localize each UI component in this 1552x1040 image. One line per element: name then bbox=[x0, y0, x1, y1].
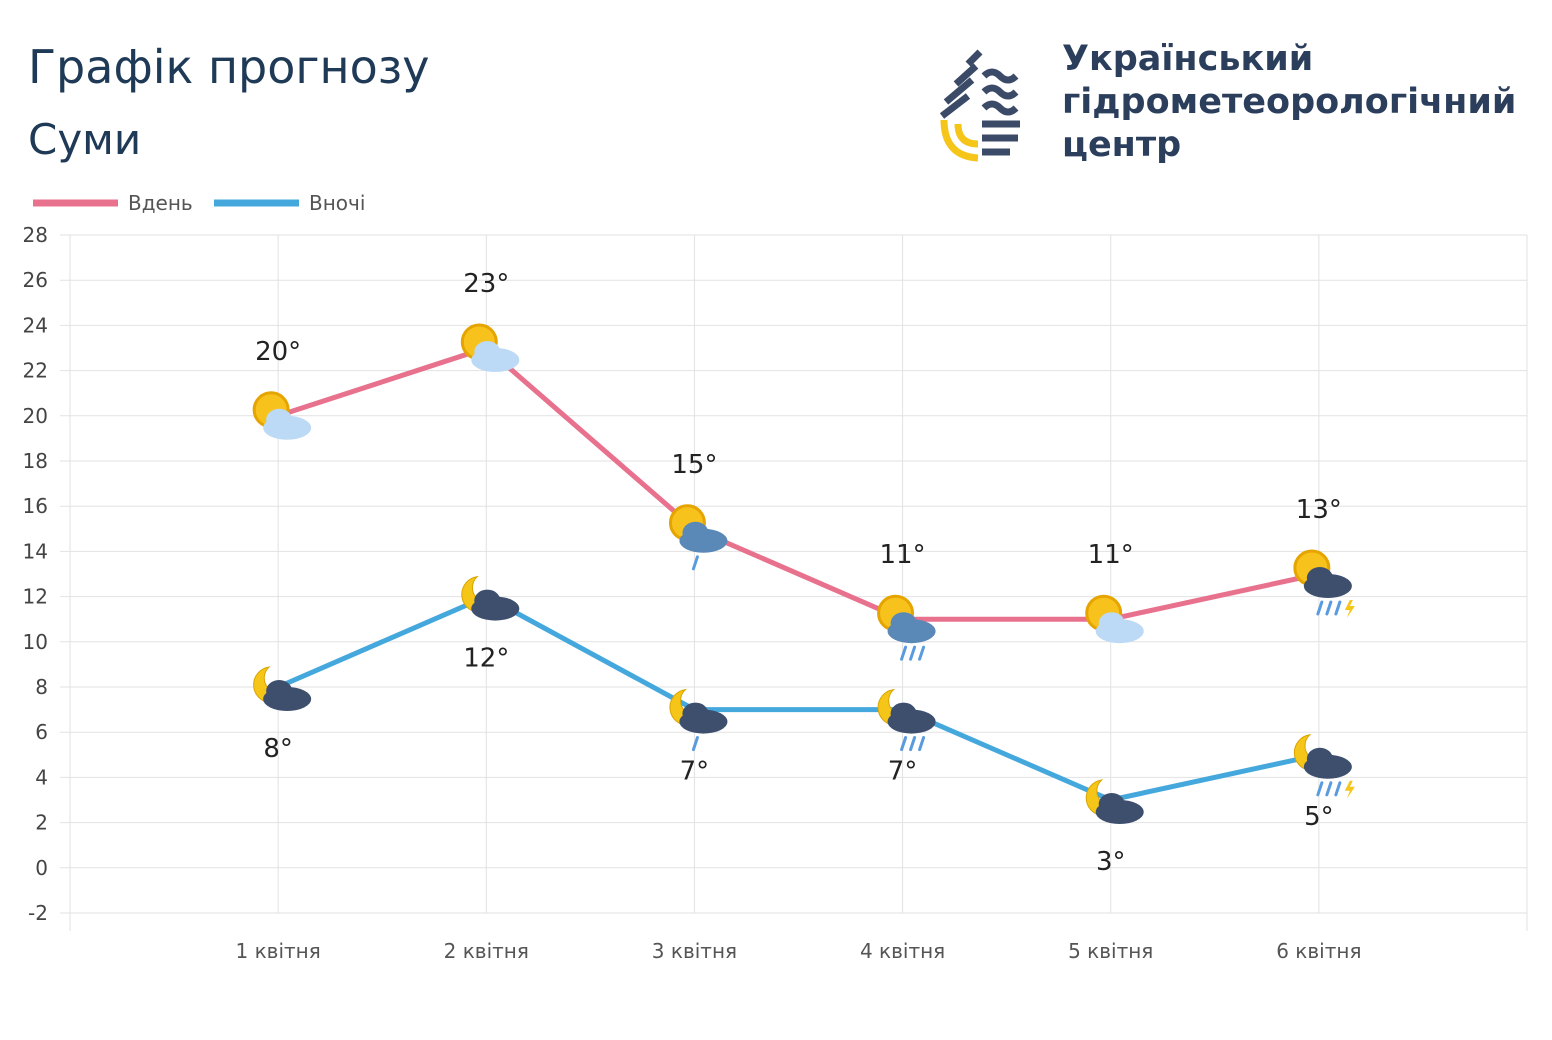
y-tick-label: 20 bbox=[23, 404, 48, 428]
data-label: 12° bbox=[463, 644, 509, 674]
night-temperature-line bbox=[277, 593, 1320, 803]
data-label: 11° bbox=[1088, 540, 1134, 570]
sun-cloud-light-rain-icon bbox=[668, 504, 728, 571]
y-tick-label: 8 bbox=[35, 675, 48, 699]
data-label: 23° bbox=[463, 269, 509, 299]
data-label: 11° bbox=[880, 540, 926, 570]
sun-cloud-icon bbox=[252, 391, 312, 440]
sun-cloud-icon bbox=[1085, 594, 1144, 644]
moon-cloud-icon bbox=[253, 666, 312, 711]
moon-storm-icon bbox=[1293, 734, 1355, 799]
y-tick-label: 14 bbox=[23, 539, 48, 563]
page-title: Графік прогнозу bbox=[28, 40, 430, 94]
city-name: Суми bbox=[28, 115, 142, 164]
x-tick-label: 5 квітня bbox=[1068, 939, 1153, 963]
y-tick-label: 6 bbox=[35, 720, 48, 744]
x-tick-label: 3 квітня bbox=[652, 939, 737, 963]
data-label: 5° bbox=[1304, 802, 1334, 832]
moon-cloud-icon bbox=[461, 575, 520, 621]
x-tick-label: 4 квітня bbox=[860, 939, 945, 963]
x-tick-label: 6 квітня bbox=[1276, 939, 1361, 963]
y-tick-label: -2 bbox=[28, 901, 48, 925]
sun-cloud-icon bbox=[460, 323, 520, 372]
data-label: 20° bbox=[255, 337, 301, 367]
data-label: 8° bbox=[263, 734, 293, 764]
moon-cloud-icon bbox=[1085, 779, 1144, 824]
org-line: центр bbox=[1062, 125, 1182, 165]
legend-label: Вдень bbox=[128, 191, 193, 215]
sun-cloud-rain-icon bbox=[877, 594, 936, 661]
y-tick-label: 26 bbox=[23, 268, 48, 292]
y-tick-label: 28 bbox=[23, 223, 48, 247]
data-label: 13° bbox=[1296, 495, 1342, 525]
y-tick-label: 4 bbox=[35, 765, 48, 789]
moon-cloud-light-rain-icon bbox=[669, 688, 728, 752]
legend-label: Вночі bbox=[309, 191, 365, 215]
sun-storm-icon bbox=[1293, 549, 1355, 618]
data-label: 7° bbox=[888, 757, 918, 787]
y-tick-label: 12 bbox=[23, 585, 48, 609]
day-temperature-line bbox=[277, 345, 1320, 622]
hydromet-logo-icon bbox=[939, 49, 1020, 162]
data-label: 15° bbox=[671, 450, 717, 480]
y-tick-label: 10 bbox=[23, 630, 48, 654]
org-line: гідрометеорологічний bbox=[1062, 82, 1517, 122]
legend: Вдень Вночі bbox=[33, 191, 365, 215]
y-tick-label: 2 bbox=[35, 811, 48, 835]
data-label: 3° bbox=[1096, 847, 1126, 877]
x-tick-label: 1 квітня bbox=[236, 939, 321, 963]
y-tick-label: 18 bbox=[23, 449, 48, 473]
data-label: 7° bbox=[680, 757, 710, 787]
moon-cloud-rain-icon bbox=[877, 688, 936, 752]
y-tick-label: 0 bbox=[35, 856, 48, 880]
y-tick-label: 16 bbox=[23, 494, 48, 518]
y-tick-label: 24 bbox=[23, 313, 48, 337]
y-tick-label: 22 bbox=[23, 359, 48, 383]
organization-name: Український гідрометеорологічний центр bbox=[1062, 38, 1516, 167]
x-tick-label: 2 квітня bbox=[444, 939, 529, 963]
org-line: Український bbox=[1062, 39, 1314, 79]
